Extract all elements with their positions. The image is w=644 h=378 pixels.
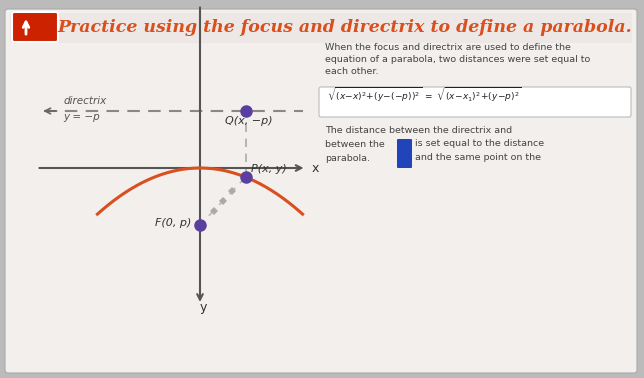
Text: directrix: directrix xyxy=(63,96,106,106)
Text: P(x, y): P(x, y) xyxy=(251,164,287,174)
Text: F(0, p): F(0, p) xyxy=(155,218,191,228)
FancyBboxPatch shape xyxy=(397,153,412,168)
Text: When the focus and directrix are used to define the: When the focus and directrix are used to… xyxy=(325,43,571,52)
FancyBboxPatch shape xyxy=(12,12,58,42)
FancyBboxPatch shape xyxy=(319,87,631,117)
Text: The distance between the directrix and: The distance between the directrix and xyxy=(325,126,512,135)
Text: equation of a parabola, two distances were set equal to: equation of a parabola, two distances we… xyxy=(325,55,591,64)
Text: Q(x, −p): Q(x, −p) xyxy=(225,116,272,126)
Text: between the: between the xyxy=(325,140,384,149)
Text: each other.: each other. xyxy=(325,67,379,76)
Text: y = −p: y = −p xyxy=(63,112,100,122)
Text: y: y xyxy=(199,301,207,313)
FancyBboxPatch shape xyxy=(5,9,637,373)
Text: Practice using the focus and directrix to define a parabola.: Practice using the focus and directrix t… xyxy=(58,20,632,37)
Text: and the same point on the: and the same point on the xyxy=(415,153,541,162)
Text: parabola.: parabola. xyxy=(325,154,370,163)
FancyBboxPatch shape xyxy=(10,13,632,43)
FancyBboxPatch shape xyxy=(397,139,412,154)
Text: x: x xyxy=(312,161,319,175)
Text: is set equal to the distance: is set equal to the distance xyxy=(415,139,544,148)
Text: $\sqrt{(x\!-\!x)^2\!+\!(y\!-\!(-p))^2}\ =\ \sqrt{(x\!-\!x_1)^2\!+\!(y\!-\!p)^2}$: $\sqrt{(x\!-\!x)^2\!+\!(y\!-\!(-p))^2}\ … xyxy=(327,86,522,105)
